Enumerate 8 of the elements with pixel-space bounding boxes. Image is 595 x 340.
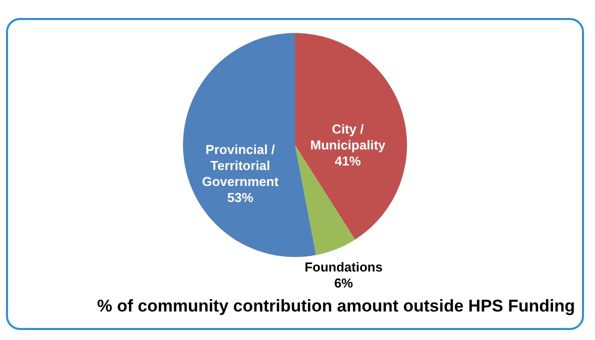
slice-label: Foundations [304, 260, 383, 275]
slice-label: City / Municipality [310, 122, 386, 153]
text: % of community contribution amount outside HPS Funding [97, 296, 575, 316]
slice-label: Provincial / Territorial Government [202, 142, 280, 190]
data-label: 53% [227, 190, 254, 206]
data-label: 41% [334, 154, 362, 169]
data-label: 6% [334, 276, 354, 291]
pie-slice [295, 33, 407, 240]
